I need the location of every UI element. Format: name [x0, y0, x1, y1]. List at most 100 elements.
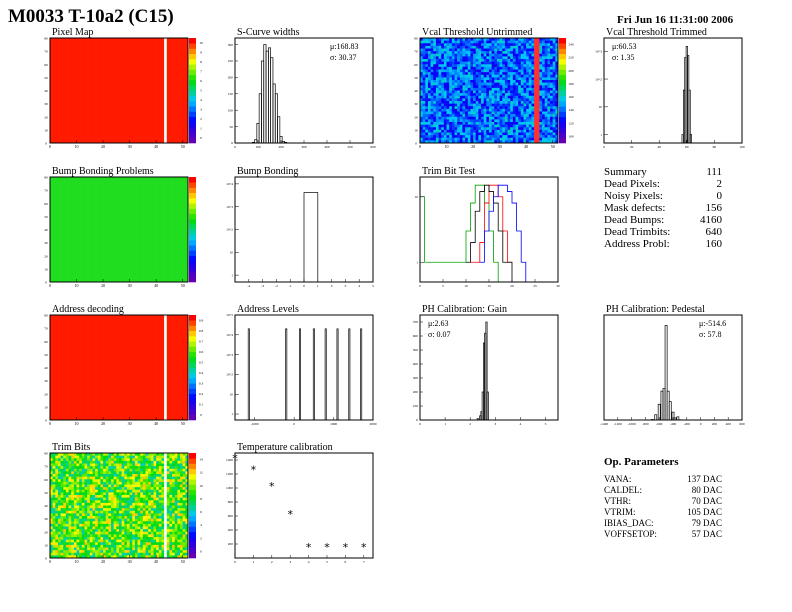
heatmap-cell	[161, 489, 165, 493]
heatmap-cell	[166, 481, 170, 485]
heatmap-cell	[169, 38, 173, 144]
heatmap-cell	[449, 61, 453, 65]
heatmap-cell	[547, 132, 551, 136]
heatmap-cell	[52, 534, 56, 538]
heatmap-cell	[142, 521, 146, 525]
x-tick-label: 0	[303, 284, 305, 288]
heatmap-cell	[119, 555, 122, 559]
heatmap-cell	[451, 101, 455, 104]
heatmap-cell	[430, 59, 434, 62]
heatmap-cell	[116, 508, 120, 512]
heatmap-cell	[520, 103, 524, 107]
heatmap-cell	[531, 77, 535, 81]
heatmap-cell	[148, 542, 152, 546]
z-tick-label: 0.6	[199, 350, 204, 354]
heatmap-cell	[430, 135, 434, 139]
heatmap-cell	[172, 550, 176, 554]
heatmap-cell	[119, 466, 122, 470]
heatmap-cell	[137, 508, 141, 512]
heatmap-cell	[87, 460, 91, 464]
heatmap-cell	[142, 492, 146, 496]
heatmap-cell	[134, 500, 138, 504]
op-label: IBIAS_DAC:	[604, 518, 654, 528]
heatmap-cell	[111, 521, 114, 525]
heatmap-cell	[531, 61, 535, 65]
heatmap-cell	[52, 510, 56, 514]
heatmap-cell	[148, 502, 152, 506]
heatmap-cell	[119, 463, 122, 467]
heatmap-cell	[55, 534, 59, 538]
heatmap-cell	[425, 87, 429, 91]
heatmap-cell	[478, 95, 482, 99]
heatmap-cell	[134, 315, 138, 421]
heatmap-cell	[443, 48, 447, 52]
heatmap-cell	[539, 69, 543, 73]
heatmap-cell	[50, 468, 53, 472]
heatmap-cell	[531, 90, 535, 94]
heatmap-cell	[100, 489, 104, 493]
heatmap-cell	[95, 547, 99, 551]
heatmap-cell	[156, 513, 160, 517]
heatmap-cell	[481, 64, 484, 68]
heatmap-cell	[555, 108, 559, 112]
heatmap-cell	[435, 111, 439, 115]
x-tick-label: 0	[419, 422, 421, 426]
heatmap-cell	[76, 458, 80, 462]
heatmap-cell	[494, 43, 498, 47]
heatmap-cell	[137, 455, 141, 459]
color-bar-segment	[189, 69, 196, 76]
heatmap-cell	[430, 85, 434, 89]
heatmap-cell	[481, 127, 484, 131]
heatmap-cell	[71, 466, 75, 470]
heatmap-cell	[496, 101, 500, 104]
heatmap-cell	[454, 48, 458, 52]
heatmap-cell	[496, 66, 500, 70]
heatmap-cell	[547, 106, 551, 110]
heatmap-cell	[438, 74, 442, 78]
heatmap-cell	[481, 85, 484, 89]
color-bar-segment	[189, 516, 196, 522]
heatmap-cell	[494, 38, 498, 41]
heatmap-cell	[97, 463, 101, 467]
heatmap-cell	[52, 539, 56, 543]
heatmap-cell	[126, 481, 130, 485]
heatmap-cell	[496, 98, 500, 102]
heatmap-cell	[502, 48, 506, 52]
heatmap-cell	[103, 463, 107, 467]
color-bar-segment	[189, 53, 196, 60]
heatmap-cell	[84, 453, 88, 456]
heatmap-cell	[459, 61, 463, 65]
heatmap-cell	[113, 510, 117, 514]
heatmap-cell	[124, 479, 128, 483]
heatmap-cell	[71, 521, 75, 525]
heatmap-cell	[467, 95, 471, 99]
heatmap-cell	[50, 489, 53, 493]
heatmap-cell	[512, 108, 516, 112]
heatmap-cell	[438, 72, 442, 76]
heatmap-cell	[539, 40, 543, 44]
heatmap-cell	[465, 114, 469, 118]
heatmap-cell	[172, 523, 176, 527]
heatmap-cell	[481, 135, 484, 139]
heatmap-cell	[427, 82, 431, 86]
heatmap-cell	[473, 122, 477, 125]
heatmap-cell	[121, 529, 125, 533]
heatmap-cell	[126, 521, 130, 525]
heatmap-cell	[145, 468, 149, 472]
heatmap-cell	[470, 38, 474, 41]
heatmap-cell	[73, 487, 77, 491]
heatmap-cell	[518, 77, 522, 81]
heatmap-cell	[161, 521, 165, 525]
heatmap-cell	[462, 40, 466, 44]
heatmap-cell	[483, 106, 487, 110]
heatmap-cell	[491, 66, 495, 70]
heatmap-cell	[507, 82, 511, 86]
heatmap-cell	[97, 510, 101, 514]
heatmap-cell	[174, 518, 178, 522]
heatmap-cell	[550, 137, 553, 141]
heatmap-cell	[148, 489, 152, 493]
color-bar-segment	[189, 372, 196, 379]
heatmap-cell	[507, 106, 511, 110]
heatmap-cell	[446, 72, 450, 76]
heatmap-cell	[116, 38, 120, 144]
